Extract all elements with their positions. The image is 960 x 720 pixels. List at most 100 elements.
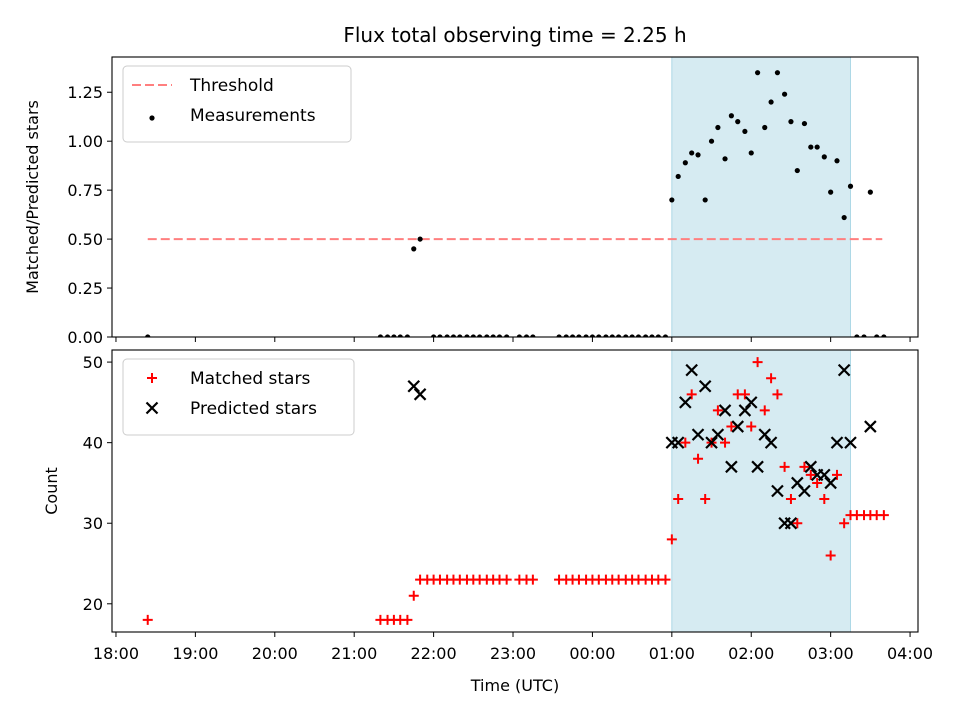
measurement-point bbox=[655, 334, 661, 337]
x-tick-label: 04:00 bbox=[887, 644, 933, 663]
predicted-point bbox=[679, 396, 692, 409]
y-tick-label: 30 bbox=[83, 514, 103, 533]
measurement-point bbox=[762, 124, 768, 131]
x-tick-label: 22:00 bbox=[411, 644, 457, 663]
measurement-point bbox=[583, 334, 589, 337]
matched-point bbox=[785, 494, 796, 505]
measurement-point bbox=[748, 150, 754, 156]
y-tick-label: 0.75 bbox=[67, 181, 103, 200]
measurement-point bbox=[589, 334, 596, 337]
measurement-point bbox=[444, 334, 450, 337]
figure-title: Flux total observing time = 2.25 h bbox=[343, 23, 686, 47]
measurement-point bbox=[841, 214, 847, 221]
measurement-point bbox=[643, 334, 649, 337]
matched-point bbox=[402, 614, 413, 625]
measurement-point bbox=[569, 334, 576, 337]
predicted-point bbox=[818, 468, 831, 482]
measurement-point bbox=[814, 144, 820, 150]
predicted-point bbox=[830, 436, 844, 449]
series-predicted-stars bbox=[407, 363, 877, 530]
measurement-point bbox=[854, 334, 860, 337]
measurement-point bbox=[484, 334, 490, 337]
legend-label: Measurements bbox=[190, 106, 316, 126]
predicted-point bbox=[784, 516, 798, 530]
matched-point bbox=[726, 421, 737, 432]
predicted-point bbox=[731, 420, 745, 433]
measurement-point bbox=[457, 334, 463, 337]
legend-predicted-swatch bbox=[145, 401, 159, 415]
axes-frame bbox=[111, 349, 919, 633]
count-panel: 20 30 40 50 18:00 19:00 20:00 21:00 22:00 23:00 00… bbox=[42, 349, 933, 695]
measurement-point bbox=[861, 334, 867, 337]
matched-point bbox=[527, 574, 538, 585]
measurement-point bbox=[411, 246, 417, 252]
matched-point bbox=[142, 614, 153, 625]
y-tick-label: 40 bbox=[83, 434, 103, 453]
predicted-point bbox=[711, 428, 725, 441]
predicted-point bbox=[698, 379, 712, 393]
measurement-point bbox=[384, 334, 391, 337]
x-tick-label: 02:00 bbox=[728, 644, 774, 663]
x-tick-label: 20:00 bbox=[252, 644, 298, 663]
x-axis-label: Time (UTC) bbox=[470, 676, 559, 695]
matched-point bbox=[712, 405, 723, 416]
y-tick-label: 20 bbox=[83, 595, 103, 614]
measurement-point bbox=[477, 334, 483, 337]
matched-point bbox=[839, 518, 850, 529]
predicted-point bbox=[771, 484, 784, 498]
matched-point bbox=[805, 469, 816, 480]
matched-point bbox=[819, 494, 830, 505]
x-tick-label: 00:00 bbox=[569, 644, 615, 663]
legend-matched-swatch bbox=[147, 373, 157, 383]
predicted-point bbox=[864, 420, 877, 433]
x-tick-label: 21:00 bbox=[331, 644, 377, 663]
predicted-point bbox=[804, 460, 818, 474]
measurement-point bbox=[523, 334, 530, 337]
measurement-point bbox=[504, 334, 510, 337]
measurement-point bbox=[669, 197, 675, 203]
matched-point bbox=[739, 389, 750, 400]
axes-frame bbox=[111, 56, 919, 338]
plot-area bbox=[145, 70, 887, 337]
y-tick-label: 50 bbox=[83, 353, 103, 372]
measurement-point bbox=[596, 334, 602, 337]
x-tick-label: 23:00 bbox=[490, 644, 536, 663]
legend-box bbox=[122, 358, 355, 436]
measurement-point bbox=[391, 334, 397, 337]
measurement-point bbox=[735, 119, 741, 125]
matched-point bbox=[720, 437, 731, 448]
measurement-point bbox=[470, 334, 476, 337]
measurement-point bbox=[616, 334, 622, 337]
matched-point bbox=[680, 437, 691, 448]
matched-point bbox=[501, 574, 512, 585]
predicted-point bbox=[725, 460, 738, 474]
measurement-point bbox=[609, 334, 615, 337]
measurement-point bbox=[682, 160, 688, 166]
measurement-point bbox=[794, 167, 800, 174]
measurement-point bbox=[496, 334, 503, 337]
measurement-point bbox=[715, 124, 721, 131]
matched-point bbox=[700, 494, 711, 505]
y-tick-label: 1.00 bbox=[67, 132, 103, 151]
predicted-point bbox=[758, 428, 772, 441]
measurement-point bbox=[437, 334, 443, 337]
y-tick-label: 1.25 bbox=[67, 83, 103, 102]
measurement-point bbox=[874, 334, 880, 337]
predicted-point bbox=[705, 436, 718, 449]
series-matched-stars bbox=[142, 357, 889, 625]
measurement-point bbox=[821, 154, 827, 160]
measurement-point bbox=[828, 189, 834, 195]
matched-point bbox=[746, 421, 757, 432]
matched-point bbox=[779, 461, 790, 472]
y-tick-label: 0.25 bbox=[67, 279, 103, 298]
measurement-point bbox=[754, 70, 761, 76]
legend-label: Matched stars bbox=[190, 369, 310, 389]
predicted-point bbox=[671, 436, 685, 449]
predicted-point bbox=[413, 388, 427, 401]
predicted-point bbox=[744, 396, 758, 409]
measurement-point bbox=[675, 173, 681, 180]
predicted-point bbox=[837, 363, 851, 377]
measurement-point bbox=[722, 156, 728, 162]
measurement-point bbox=[689, 150, 695, 156]
measurement-point bbox=[450, 334, 457, 337]
